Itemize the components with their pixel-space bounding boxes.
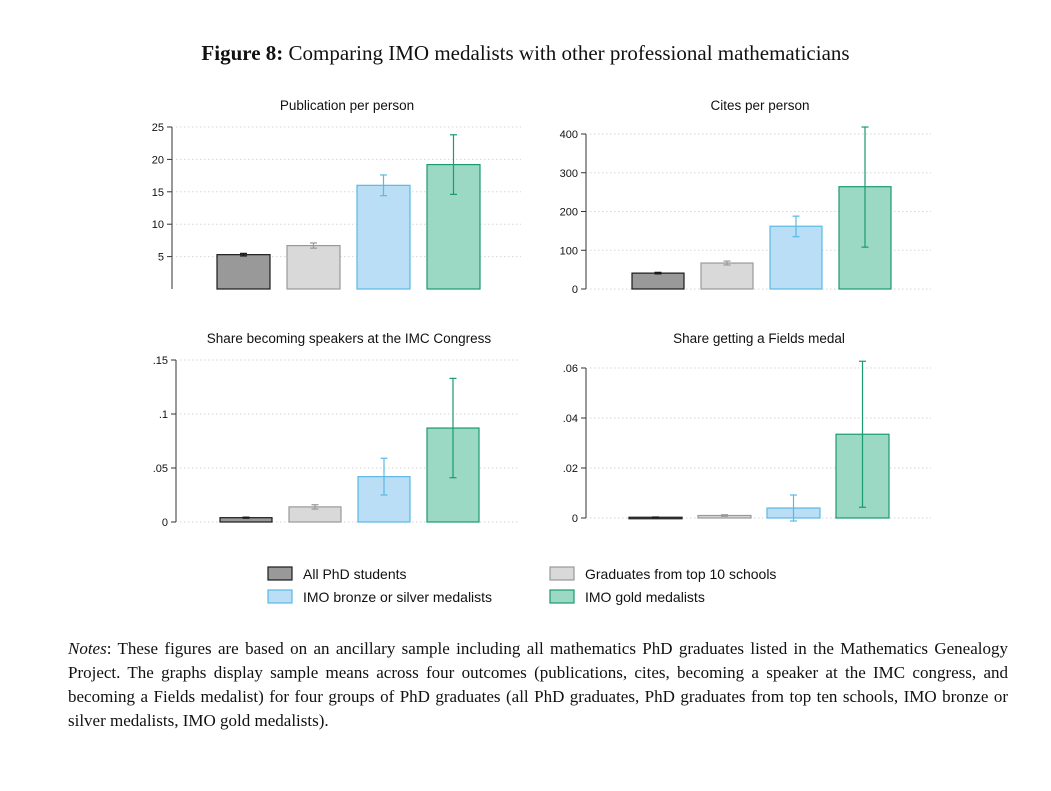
y-tick-label: 0 [572,513,578,525]
y-tick-label: .1 [159,409,168,421]
y-tick-label: 0 [572,284,578,296]
bar-1 [631,272,685,290]
bar-2 [286,244,341,290]
y-tick-label: 5 [158,252,164,264]
y-tick-label: 25 [152,122,164,134]
y-tick-label: .06 [563,363,578,375]
legend-swatch-4 [549,589,575,604]
chart-panel-3: Share becoming speakers at the IMC Congr… [153,331,520,529]
legend-swatch-3 [267,589,293,604]
figure-caption: Comparing IMO medalists with other profe… [288,41,850,65]
y-tick-label: 400 [560,129,578,141]
y-tick-label: 20 [152,154,164,166]
y-tick-label: 100 [560,245,578,257]
chart-panel-1: Publication per person 5 10 15 20 25 [152,98,521,290]
legend-label-3: IMO bronze or silver medalists [303,589,492,605]
chart-title: Share getting a Fields medal [673,331,845,346]
bar-1 [216,254,271,290]
chart-panel-2: Cites per person 0 100 200 300 400 [560,98,931,296]
bar-3 [356,184,411,290]
figure-notes: Notes: These figures are based on an anc… [68,637,1008,733]
y-tick-label: .04 [563,413,578,425]
legend-swatch-1 [267,566,293,581]
bar-2 [700,262,754,290]
legend-label-4: IMO gold medalists [585,589,705,605]
legend: All PhD students Graduates from top 10 sc… [267,566,776,605]
y-tick-label: 0 [162,517,168,529]
y-tick-label: .15 [153,355,168,367]
y-tick-label: 10 [152,219,164,231]
chart-title: Publication per person [280,98,414,113]
y-tick-label: .05 [153,463,168,475]
y-tick-label: 15 [152,187,164,199]
figure-label: Figure 8: [201,41,284,65]
y-tick-label: .02 [563,463,578,475]
y-tick-label: 300 [560,168,578,180]
figure-charts: Publication per person 5 10 15 20 25 Cites per… [152,98,931,605]
chart-title: Share becoming speakers at the IMC Congr… [207,331,492,346]
notes-label: Notes [68,639,107,658]
notes-text: : These figures are based on an ancillar… [68,639,1008,730]
y-tick-label: 200 [560,207,578,219]
chart-panel-4: Share getting a Fields medal 0 .02 .04 .06 [563,331,931,525]
chart-title: Cites per person [710,98,809,113]
legend-label-1: All PhD students [303,566,407,582]
legend-label-2: Graduates from top 10 schools [585,566,776,582]
legend-swatch-2 [549,566,575,581]
figure-title: Figure 8: Comparing IMO medalists with o… [0,41,1051,66]
